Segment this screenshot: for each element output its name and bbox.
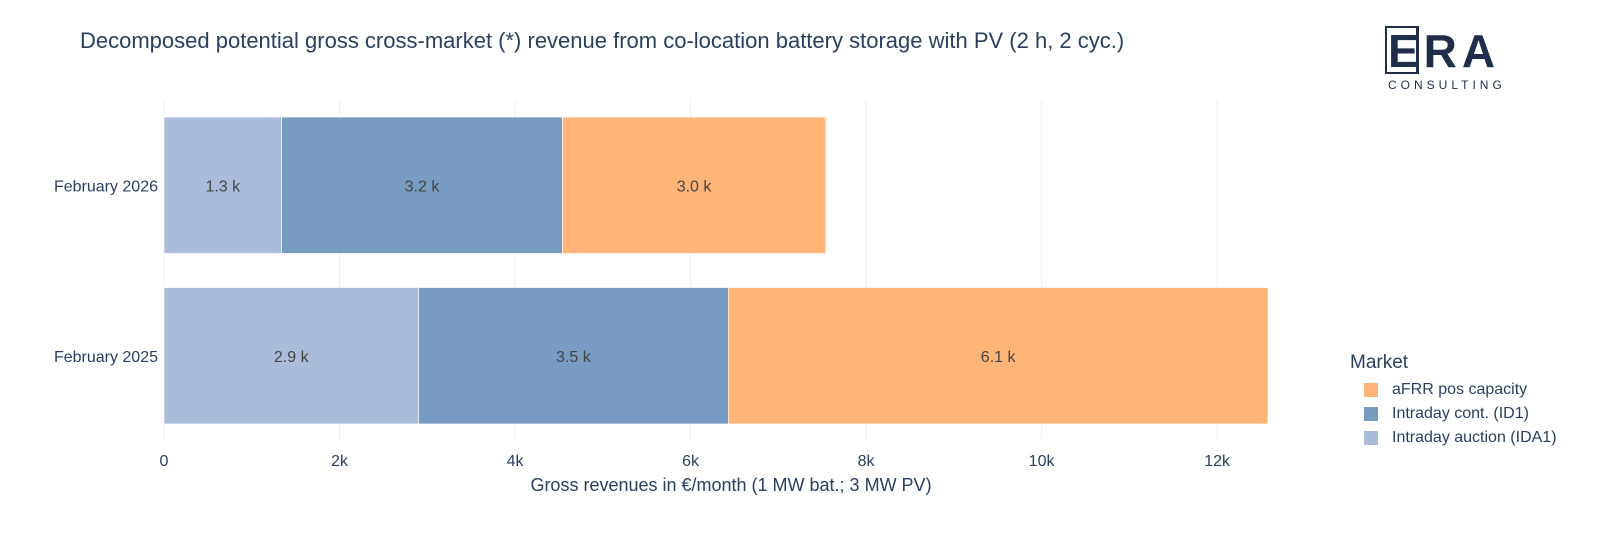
x-tick-label: 12k [1204,453,1231,470]
legend-title: Market [1350,352,1409,373]
legend-label: aFRR pos capacity [1392,381,1528,398]
legend-label: Intraday cont. (ID1) [1392,405,1529,422]
x-axis-title: Gross revenues in €/month (1 MW bat.; 3 … [530,475,931,495]
bar-segment [727,287,1269,425]
y-category-label: February 2025 [54,349,158,366]
legend-item[interactable]: aFRR pos capacity [1364,378,1557,402]
logo-frame-icon [1385,26,1419,74]
logo-word: ERA [1388,25,1501,77]
bar-data-label: 1.3 k [205,178,241,195]
bar-segment [562,116,826,254]
bar-data-label: 3.5 k [556,349,592,366]
bar-segment [418,287,729,425]
legend-swatch [1364,407,1378,421]
bar-segment [163,287,419,425]
x-tick-label: 8k [858,453,876,470]
x-tick-label: 2k [331,453,349,470]
legend: Market aFRR pos capacity Intraday cont. (… [1350,352,1557,450]
legend-item[interactable]: Intraday cont. (ID1) [1364,402,1557,426]
legend-label: Intraday auction (IDA1) [1392,429,1557,446]
era-logo: ERA CONSULTING [1385,25,1506,94]
bar-segment [163,116,282,254]
logo-subtitle: CONSULTING [1388,78,1506,92]
legend-swatch [1364,431,1378,445]
bar-data-label: 3.2 k [405,178,441,195]
chart-title: Decomposed potential gross cross-market … [80,28,1125,53]
bar-data-label: 6.1 k [981,349,1017,366]
bar-data-label: 3.0 k [677,178,713,195]
bar-segment [281,116,563,254]
bar-data-label: 2.9 k [274,349,310,366]
x-tick-label: 0 [160,453,169,470]
y-category-label: February 2026 [54,178,158,195]
x-tick-label: 4k [507,453,525,470]
x-tick-label: 10k [1029,453,1056,470]
legend-item[interactable]: Intraday auction (IDA1) [1364,426,1557,450]
legend-swatch [1364,383,1378,397]
x-tick-label: 6k [682,453,700,470]
